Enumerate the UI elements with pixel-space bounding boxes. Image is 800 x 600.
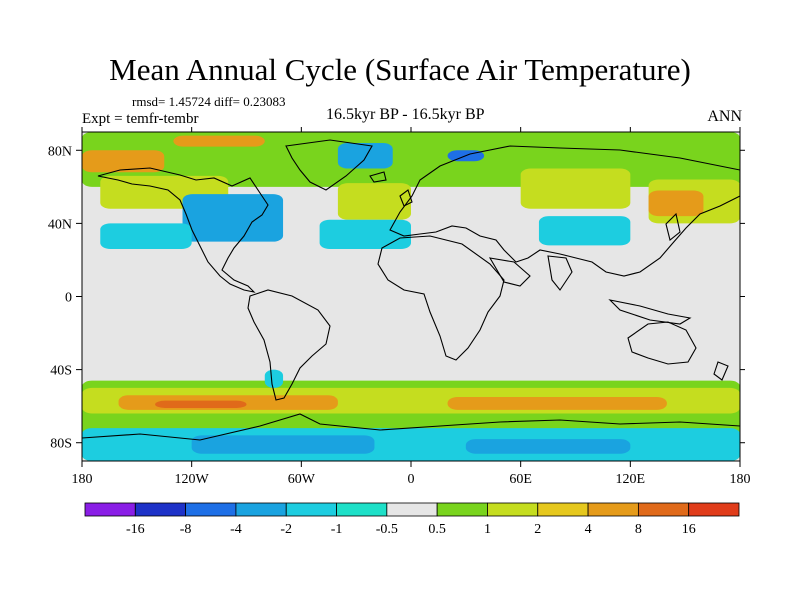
coast-australia: [627, 321, 697, 365]
lat-tick-label: 40N: [48, 217, 72, 232]
colorbar-label: 1: [484, 522, 491, 537]
coast-antarctica: [82, 413, 740, 441]
colorbar-label: 2: [534, 522, 541, 537]
colorbar-swatch-9: [537, 502, 589, 517]
colorbar-swatch-10: [587, 502, 639, 517]
field-region-19: [82, 428, 740, 461]
colorbar-label: 16: [682, 522, 696, 537]
coast-south-america: [247, 289, 331, 401]
lat-tick-label: 0: [65, 291, 72, 306]
colorbar-label: -1: [331, 522, 343, 537]
colorbar-swatch-3: [235, 502, 287, 517]
field-region-5: [337, 183, 411, 220]
field-region-6: [337, 142, 393, 169]
coast-iceland: [369, 171, 387, 183]
field-region-4: [100, 223, 192, 249]
coast-new-zealand: [713, 361, 729, 381]
map-ticks: 180 120W 60W 0 60E 120E 180 80N 40N 0 40S 80S: [48, 127, 751, 487]
field-region-18: [155, 400, 247, 408]
lat-tick-label: 40S: [50, 364, 72, 379]
colorbar-label: -16: [126, 522, 145, 537]
colorbar-label: 4: [585, 522, 592, 537]
field-region-20: [191, 435, 375, 454]
colorbar-swatch-5: [336, 502, 388, 517]
colorbar-label: 8: [635, 522, 642, 537]
colorbar-label: -0.5: [376, 522, 398, 537]
colorbar-label: 0.5: [428, 522, 446, 537]
coast-africa: [377, 235, 505, 361]
experiment-label: Expt = temfr-tembr: [82, 111, 199, 127]
colorbar-swatch-2: [185, 502, 237, 517]
coast-japan: [665, 212, 681, 241]
coast-arabia: [488, 257, 531, 287]
rmsd-diff-stats: rmsd= 1.45724 diff= 0.23083: [132, 94, 286, 109]
field-region-22: [264, 369, 284, 388]
lon-tick-label: 120W: [175, 472, 210, 487]
colorbar-swatch-6: [386, 502, 438, 517]
colorbar-label: -4: [230, 522, 242, 537]
field-region-13: [648, 190, 704, 217]
colorbar-swatch-12: [688, 502, 740, 517]
lat-tick-label: 80S: [50, 437, 72, 452]
colorbar-label: -2: [280, 522, 292, 537]
lat-tick-label: 80N: [48, 144, 72, 159]
period-label: 16.5kyr BP - 16.5kyr BP: [326, 106, 485, 123]
field-region-10: [538, 216, 631, 246]
map-title: Mean Annual Cycle (Surface Air Temperatu…: [109, 52, 691, 87]
lon-tick-label: 180: [72, 472, 93, 487]
colorbar-swatch-0: [84, 502, 136, 517]
colorbar-swatch-7: [436, 502, 488, 517]
field-region-17: [447, 397, 667, 410]
field-region-21: [465, 439, 631, 454]
lon-tick-label: 60E: [509, 472, 532, 487]
lon-tick-label: 120E: [616, 472, 646, 487]
season-label: ANN: [707, 108, 742, 125]
coast-india: [547, 255, 573, 291]
field-region-1: [82, 150, 165, 173]
field-region-9: [520, 168, 631, 209]
field-region-8: [173, 135, 265, 147]
coast-indonesia: [608, 299, 692, 325]
field-region-3: [182, 194, 284, 242]
coast-eurasia: [389, 145, 740, 277]
lon-tick-label: 60W: [288, 472, 316, 487]
colorbar-swatch-8: [487, 502, 539, 517]
colorbar-label: -8: [180, 522, 192, 537]
colorbar-swatch-4: [285, 502, 337, 517]
colorbar: -16 -8 -4 -2 -1 -0.5 0.5 1 2 4 8 16: [84, 502, 740, 537]
lon-tick-label: 180: [730, 472, 751, 487]
colorbar-swatch-11: [637, 502, 690, 517]
temperature-field: [82, 132, 740, 461]
coast-greenland: [285, 139, 373, 191]
coast-north-america: [97, 167, 269, 293]
field-region-11: [319, 219, 411, 249]
lon-tick-label: 0: [408, 472, 415, 487]
coastlines: [82, 139, 740, 441]
coast-british-isles: [399, 189, 413, 207]
colorbar-swatch-1: [134, 502, 187, 517]
